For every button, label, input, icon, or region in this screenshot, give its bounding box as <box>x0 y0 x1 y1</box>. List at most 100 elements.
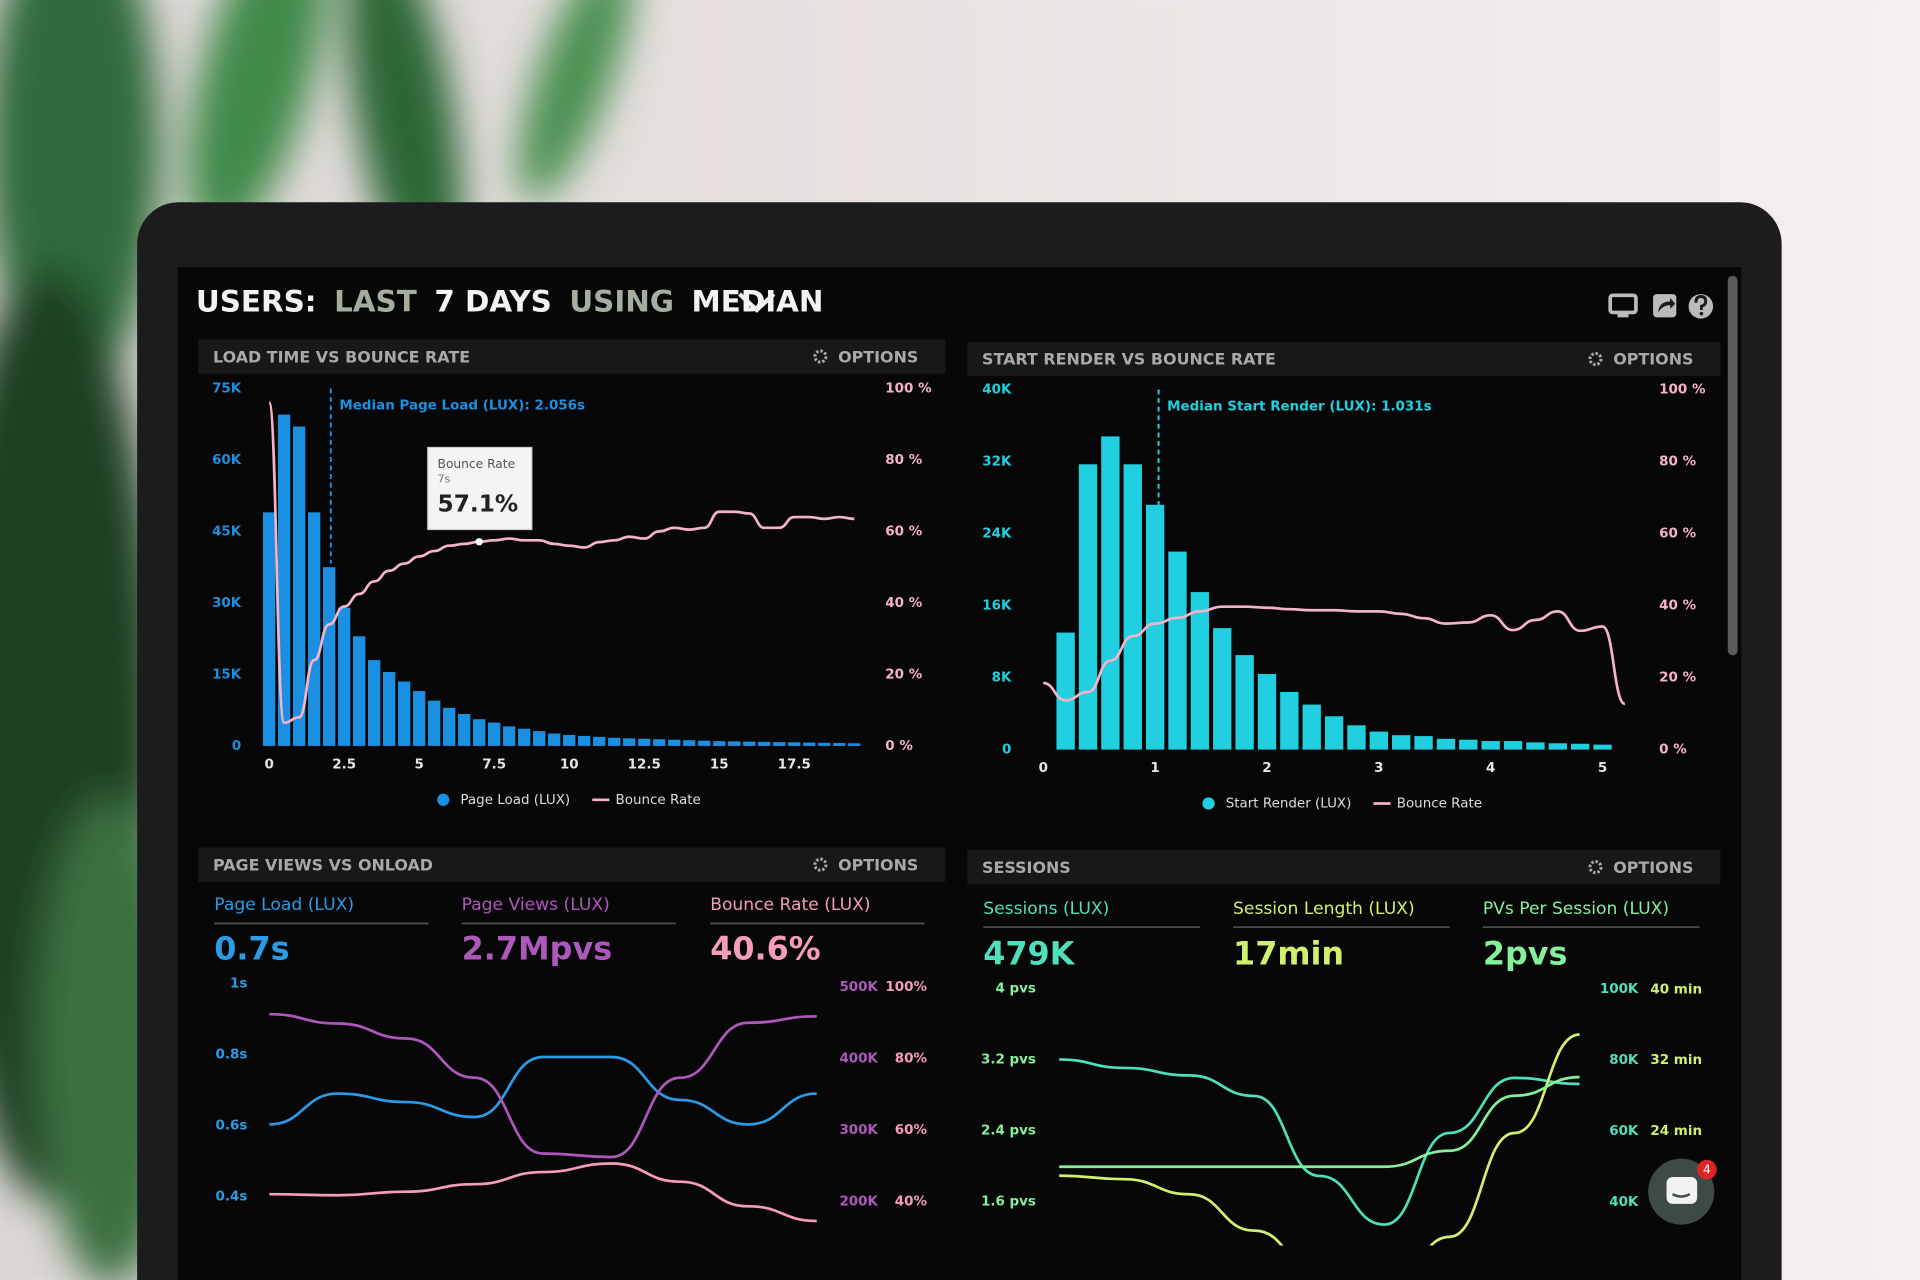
dropdown-chevron[interactable] <box>738 292 776 313</box>
x-tick-label: 10 <box>560 757 579 772</box>
panel-header <box>967 341 1721 377</box>
y2-tick-label: 20 % <box>1659 671 1696 686</box>
y2-tick-label: 20 % <box>885 667 922 682</box>
y-tick-label: 75K <box>212 381 242 396</box>
bar <box>698 740 711 746</box>
legend-marker <box>437 793 450 806</box>
help-icon[interactable] <box>1688 294 1714 319</box>
legend-label: Start Render (LUX) <box>1226 796 1352 811</box>
plot-area <box>1059 1033 1580 1246</box>
y2-tick-label: 0 % <box>1659 743 1687 758</box>
bar <box>398 681 411 746</box>
title-part: LAST <box>334 284 417 318</box>
y3-tick-label: 40% <box>895 1194 928 1209</box>
bar <box>1503 741 1523 750</box>
bar <box>503 726 516 746</box>
y-tick-label: 0.8s <box>216 1047 248 1062</box>
y-tick-label: 1.6 pvs <box>981 1194 1036 1209</box>
chart-panel: LOAD TIME VS BOUNCE RATE OPTIONS 0 15K 30K 45… <box>198 339 946 808</box>
y-tick-label: 2.4 pvs <box>981 1123 1036 1138</box>
kpi-label: Bounce Rate (LUX) <box>710 895 870 915</box>
kpi-value: 2pvs <box>1483 934 1568 972</box>
y3-tick-label: 60% <box>895 1123 928 1138</box>
panel-title: SESSIONS <box>982 858 1071 877</box>
bar <box>668 739 681 746</box>
bar <box>743 741 756 746</box>
y2-tick-label: 200K <box>839 1194 878 1209</box>
y2-tick-label: 80 % <box>885 453 922 468</box>
line <box>267 401 855 725</box>
chat-button[interactable]: 4 <box>1648 1158 1717 1225</box>
x-tick-label: 12.5 <box>628 757 661 772</box>
y-tick-label: 40K <box>982 383 1012 398</box>
median-label: Median Page Load (LUX): 2.056s <box>339 399 585 414</box>
bar <box>638 738 651 746</box>
notification-badge: 4 <box>1703 1163 1711 1177</box>
y2-tick-label: 60 % <box>1659 527 1696 542</box>
bar <box>848 743 861 746</box>
y-tick-label: 16K <box>982 599 1012 614</box>
y-tick-label: 8K <box>992 671 1012 686</box>
bar <box>308 512 321 746</box>
x-tick-label: 5 <box>414 757 423 772</box>
y3-tick-label: 80% <box>895 1051 928 1066</box>
plot-area <box>269 1012 817 1223</box>
line <box>1059 1033 1580 1246</box>
bar <box>608 737 621 746</box>
tooltip-value: 57.1% <box>438 491 519 518</box>
y2-tick-label: 300K <box>839 1123 878 1138</box>
line <box>1059 1058 1580 1226</box>
bar <box>803 742 816 746</box>
tooltip-box <box>427 446 533 531</box>
y-tick-label: 60K <box>212 453 242 468</box>
bar <box>1056 632 1075 750</box>
bar <box>323 567 336 746</box>
legend-marker <box>1202 797 1215 810</box>
kpi-value: 0.7s <box>214 929 289 967</box>
bar <box>293 426 306 746</box>
tooltip-point <box>475 538 483 546</box>
options-button[interactable]: OPTIONS <box>838 347 918 366</box>
y-tick-label: 30K <box>212 596 242 611</box>
line <box>269 1055 817 1126</box>
bar <box>788 742 801 746</box>
options-button[interactable]: OPTIONS <box>838 855 918 874</box>
gear-icon <box>813 349 828 364</box>
options-button[interactable]: OPTIONS <box>1613 858 1693 877</box>
kpi-value: 17min <box>1233 934 1344 972</box>
line <box>1059 1075 1580 1169</box>
bar <box>728 741 741 746</box>
kpi-label: Page Load (LUX) <box>214 895 354 915</box>
bar <box>368 660 381 746</box>
bar <box>353 636 366 746</box>
monitor-icon[interactable] <box>1608 293 1638 318</box>
bar <box>383 672 396 746</box>
x-tick-label: 1 <box>1150 761 1159 776</box>
bar <box>458 713 471 746</box>
bar <box>1324 716 1344 750</box>
x-tick-label: 3 <box>1374 761 1383 776</box>
x-tick-label: 15 <box>710 757 729 772</box>
y-tick-label: 32K <box>982 455 1012 470</box>
scrollbar[interactable] <box>1727 275 1738 656</box>
dashboard-title: USERS: LAST 7 DAYS USING MEDIAN <box>196 284 824 318</box>
panel-header <box>198 847 946 882</box>
share-icon[interactable] <box>1653 294 1677 318</box>
bar <box>833 743 846 746</box>
line <box>1043 605 1626 706</box>
bar <box>578 735 591 746</box>
y2-tick-label: 40 % <box>1659 599 1696 614</box>
plot-area <box>1043 436 1626 750</box>
x-tick-label: 0 <box>264 757 273 772</box>
options-button[interactable]: OPTIONS <box>1613 350 1693 369</box>
panel-header <box>198 339 946 374</box>
y2-tick-label: 40K <box>1609 1195 1639 1210</box>
y2-tick-label: 80 % <box>1659 455 1696 470</box>
bar <box>1213 628 1232 750</box>
bar <box>473 719 486 746</box>
bar <box>683 740 696 746</box>
bar <box>338 607 351 746</box>
y2-tick-label: 100K <box>1600 982 1639 997</box>
kpi-label: Page Views (LUX) <box>462 895 610 915</box>
